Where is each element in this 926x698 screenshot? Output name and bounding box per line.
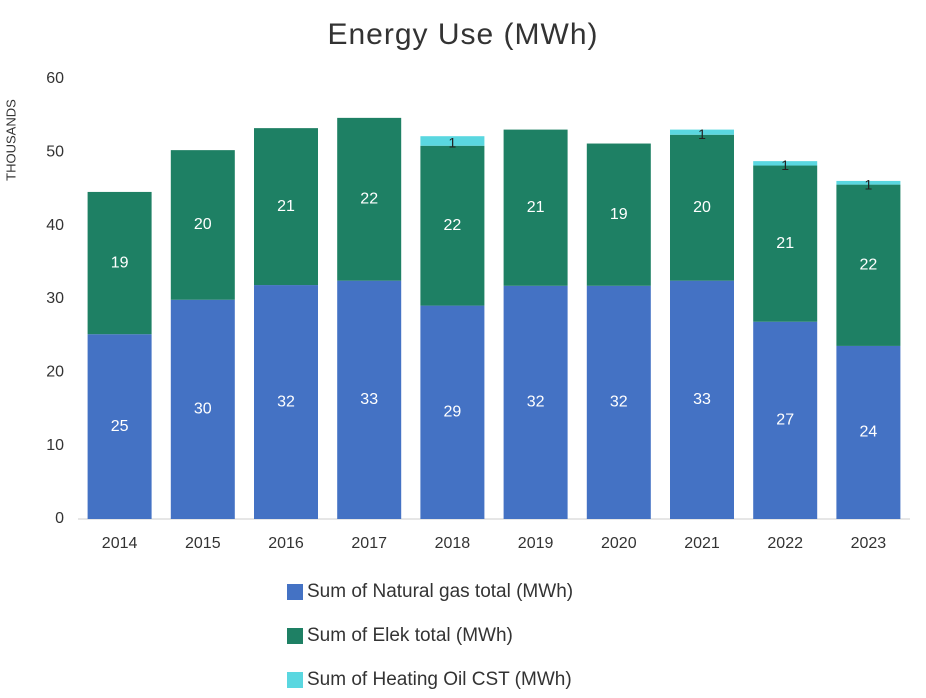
data-label: 29	[444, 404, 462, 421]
data-label: 20	[194, 216, 212, 233]
data-label: 1	[865, 176, 873, 192]
x-tick-label: 2022	[767, 535, 803, 552]
bar-segment	[170, 299, 235, 519]
bar-segment	[836, 345, 901, 519]
legend-swatch	[287, 584, 303, 600]
x-tick-label: 2015	[185, 535, 221, 552]
bar-segment	[170, 150, 235, 300]
y-tick-label: 40	[46, 217, 64, 234]
bar-segment	[87, 334, 152, 519]
x-tick-label: 2016	[268, 535, 304, 552]
data-label: 19	[111, 254, 129, 271]
bar-segment	[503, 285, 568, 519]
x-tick-label: 2020	[601, 535, 637, 552]
y-tick-label: 30	[46, 290, 64, 307]
data-label: 32	[610, 394, 628, 411]
bar-segment	[337, 280, 402, 519]
y-tick-label: 50	[46, 144, 64, 161]
y-tick-label: 0	[55, 510, 64, 527]
y-axis-label: THOUSANDS	[3, 99, 18, 181]
bar-segment	[87, 191, 152, 335]
data-label: 30	[194, 401, 212, 418]
y-tick-label: 60	[46, 70, 64, 87]
bar-segment	[836, 184, 901, 346]
data-label: 22	[860, 256, 878, 273]
bar-segment	[670, 134, 734, 281]
bar-segment	[753, 165, 818, 322]
bar-segment	[670, 280, 734, 519]
legend-label: Sum of Natural gas total (MWh)	[307, 581, 573, 602]
data-label: 32	[527, 394, 545, 411]
bar-segment	[753, 321, 818, 519]
y-tick-label: 10	[46, 437, 64, 454]
data-label: 21	[277, 198, 295, 215]
y-tick-label: 20	[46, 364, 64, 381]
data-label: 21	[527, 199, 545, 216]
data-label: 19	[610, 206, 628, 223]
x-tick-label: 2018	[435, 535, 471, 552]
legend-swatch	[287, 672, 303, 688]
data-label: 1	[449, 135, 457, 151]
x-tick-label: 2021	[684, 535, 720, 552]
bar-segment	[420, 145, 485, 306]
x-tick-label: 2023	[851, 535, 887, 552]
chart-title: Energy Use (MWh)	[327, 18, 598, 51]
bar-segment	[753, 161, 818, 166]
data-label: 1	[781, 157, 789, 173]
bar-segment	[337, 117, 402, 281]
data-label: 1	[698, 126, 706, 142]
bar-segment	[254, 285, 318, 519]
data-label: 24	[860, 424, 878, 441]
data-label: 22	[360, 190, 378, 207]
data-label: 20	[693, 199, 711, 216]
bar-segment	[670, 129, 734, 135]
bar-segment	[836, 180, 901, 185]
x-tick-label: 2019	[518, 535, 554, 552]
data-label: 21	[776, 235, 794, 252]
bar-segment	[420, 305, 485, 519]
legend-label: Sum of Elek total (MWh)	[307, 625, 513, 646]
data-label: 33	[360, 391, 378, 408]
data-label: 27	[776, 412, 794, 429]
data-label: 32	[277, 393, 295, 410]
x-tick-label: 2014	[102, 535, 138, 552]
legend-label: Sum of Heating Oil CST (MWh)	[307, 669, 572, 690]
data-label: 25	[111, 418, 129, 435]
legend-swatch	[287, 628, 303, 644]
data-label: 22	[444, 217, 462, 234]
data-label: 33	[693, 391, 711, 408]
bar-segment	[586, 285, 651, 519]
bar-segment	[254, 128, 318, 286]
x-tick-label: 2017	[351, 535, 387, 552]
bar-segment	[503, 129, 568, 286]
bar-segment	[420, 136, 485, 146]
bar-segment	[586, 143, 651, 286]
